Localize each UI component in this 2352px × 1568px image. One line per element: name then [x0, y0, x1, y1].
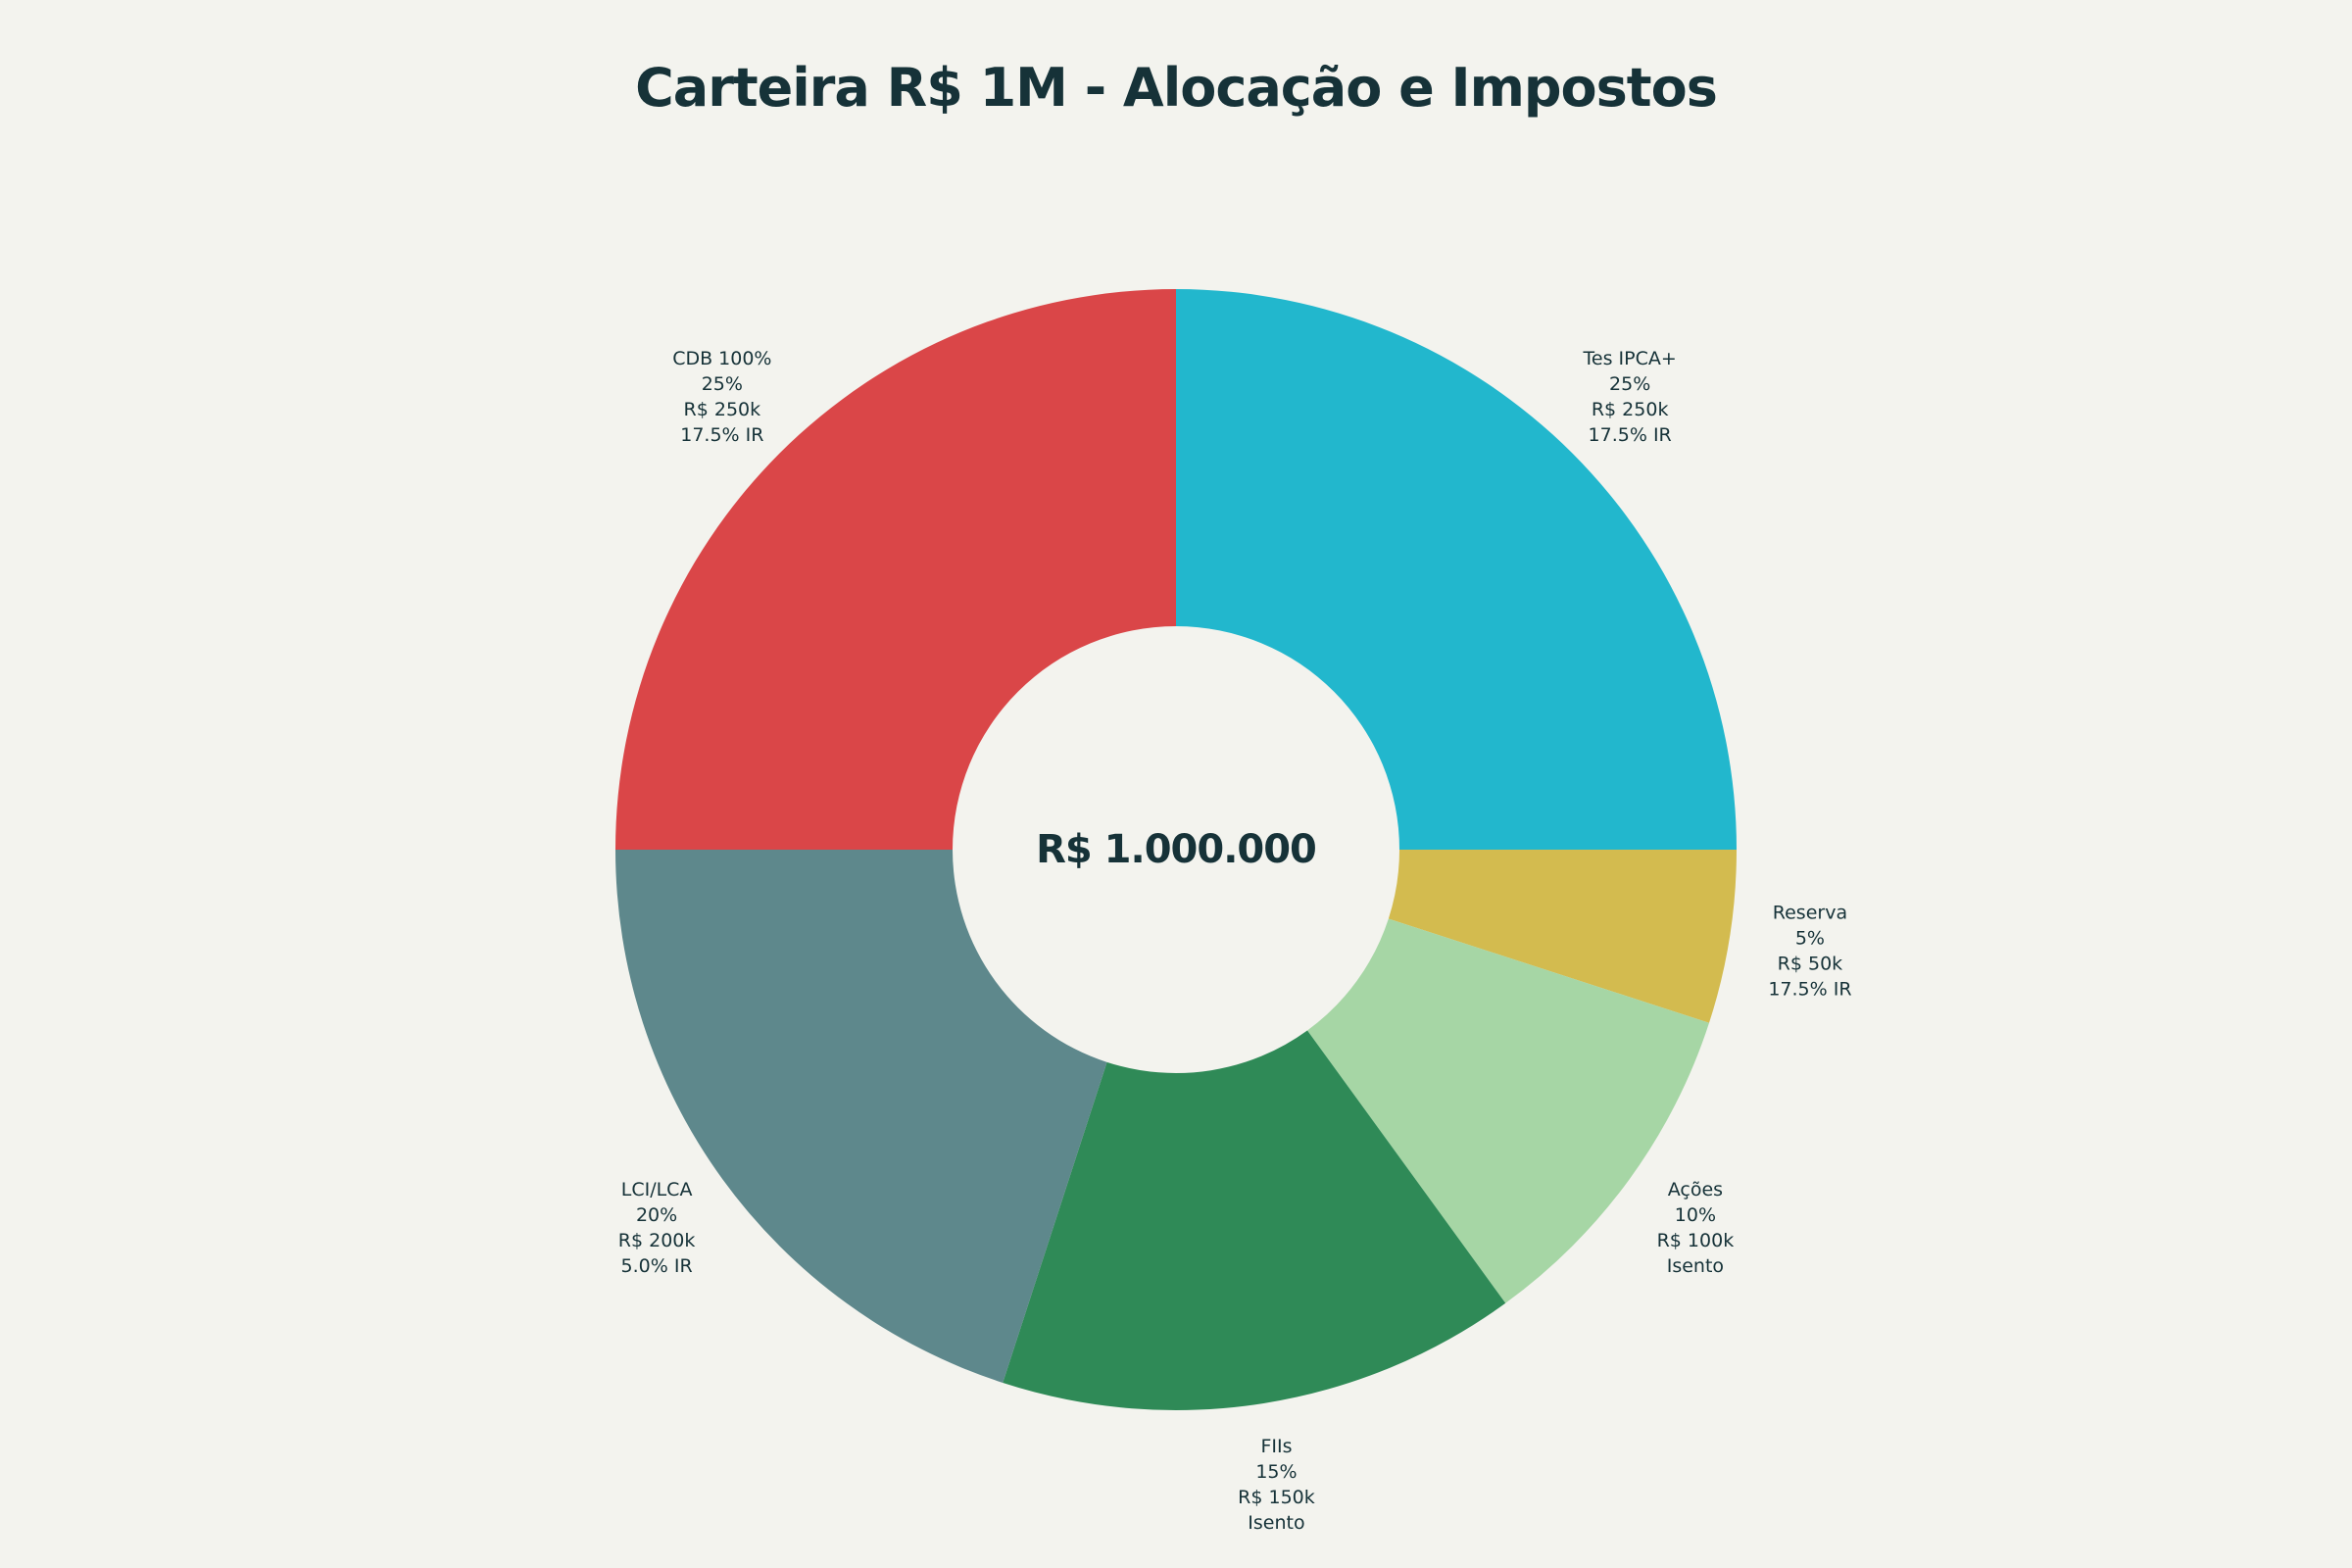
slice-percent: 20% [636, 1204, 677, 1226]
slice-label: Reserva 5% R$ 50k 17.5% IR [1768, 902, 1851, 1000]
slice-percent: 5% [1795, 927, 1825, 949]
slice-fiis [1003, 1030, 1506, 1410]
slice-labels: Tes IPCA+ 25% R$ 250k 17.5% IR Reserva 5% R$ 5… [618, 348, 1852, 1534]
slice-tax: Isento [1248, 1512, 1304, 1534]
slice-label: Tes IPCA+ 25% R$ 250k 17.5% IR [1583, 348, 1677, 446]
donut-slices [615, 289, 1737, 1410]
slice-tax: Isento [1667, 1255, 1724, 1277]
center-total-label: R$ 1.000.000 [1036, 827, 1316, 872]
slice-lci-lca [615, 850, 1107, 1384]
slice-percent: 25% [702, 373, 743, 395]
slice-amount: R$ 250k [1592, 399, 1669, 420]
slice-reserva [1388, 850, 1737, 1023]
slice-amount: R$ 200k [618, 1230, 696, 1251]
slice-tax: 17.5% IR [680, 424, 763, 446]
slice-tax: 5.0% IR [621, 1255, 693, 1277]
slice-percent: 10% [1675, 1204, 1716, 1226]
slice-name: Ações [1668, 1179, 1723, 1200]
slice-label: LCI/LCA 20% R$ 200k 5.0% IR [618, 1179, 696, 1277]
slice-percent: 25% [1609, 373, 1650, 395]
slice-amount: R$ 250k [684, 399, 761, 420]
slice-name: Tes IPCA+ [1583, 348, 1677, 369]
slice-name: LCI/LCA [621, 1179, 693, 1200]
slice-amount: R$ 150k [1238, 1487, 1315, 1508]
slice-percent: 15% [1255, 1461, 1297, 1483]
slice-tes-ipca- [1176, 289, 1737, 850]
slice-label: FIIs 15% R$ 150k Isento [1238, 1436, 1315, 1534]
slice-label: CDB 100% 25% R$ 250k 17.5% IR [672, 348, 771, 446]
slice-name: Reserva [1773, 902, 1847, 923]
slice-label: Ações 10% R$ 100k Isento [1657, 1179, 1735, 1277]
slice-name: FIIs [1260, 1436, 1292, 1457]
slice-amount: R$ 50k [1778, 953, 1843, 974]
slice-tax: 17.5% IR [1768, 978, 1851, 1000]
slice-name: CDB 100% [672, 348, 771, 369]
chart-title: Carteira R$ 1M - Alocação e Impostos [635, 57, 1718, 119]
slice-a-es [1307, 918, 1710, 1303]
slice-cdb-100- [615, 289, 1176, 850]
slice-amount: R$ 100k [1657, 1230, 1735, 1251]
slice-tax: 17.5% IR [1589, 424, 1672, 446]
